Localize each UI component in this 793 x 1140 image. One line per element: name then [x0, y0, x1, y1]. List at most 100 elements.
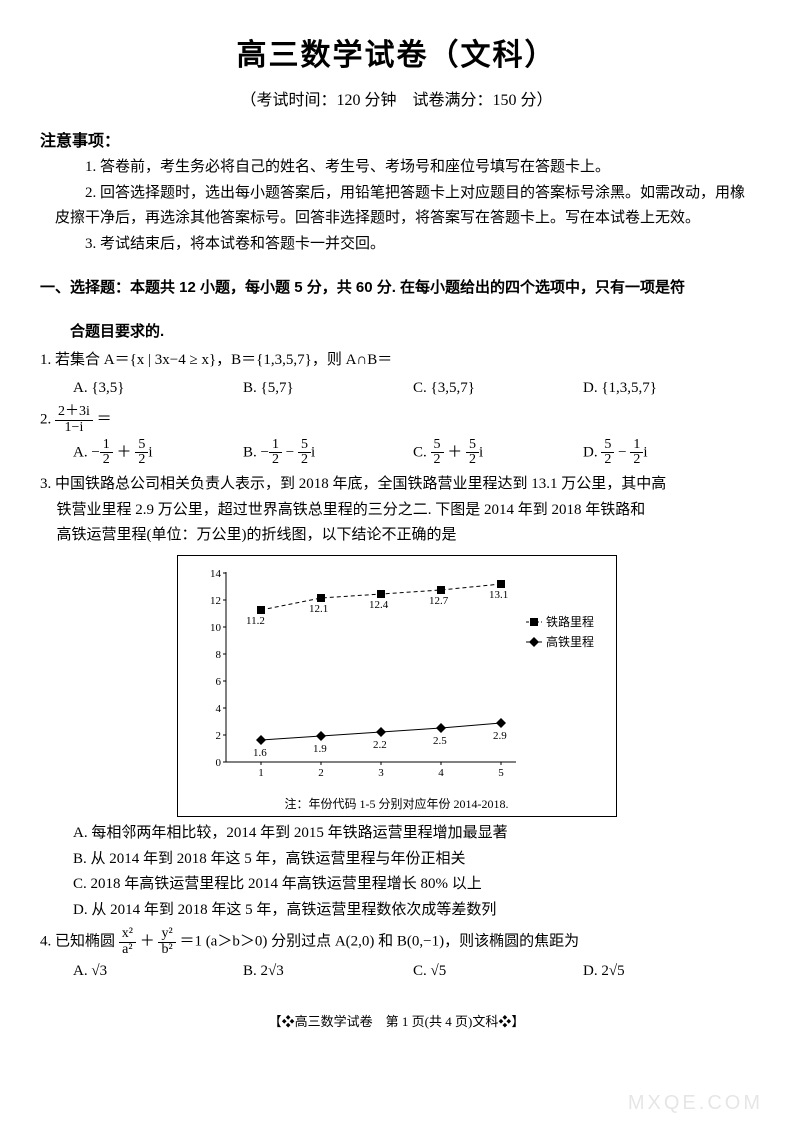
tick-label: 2	[215, 730, 221, 742]
frac: 12	[269, 438, 282, 468]
question-3: 3. 中国铁路总公司相关负责人表示，到 2018 年底，全国铁路营业里程达到 1…	[40, 472, 753, 549]
chart-svg: 0 2 4 6 8 10 12 14 1 2 3 4 5	[186, 562, 606, 792]
tick-label: 1	[258, 767, 264, 779]
frac: 12	[630, 438, 643, 468]
q4-options: A. √3 B. 2√3 C. √5 D. 2√5	[40, 959, 753, 985]
frac: 52	[466, 438, 479, 468]
option-d: D. 从 2014 年到 2018 年这 5 年，高铁运营里程数依次成等差数列	[40, 898, 753, 924]
data-label: 2.5	[433, 735, 447, 747]
frac: 12	[100, 438, 113, 468]
notice-item: 3. 考试结束后，将本试卷和答题卡一并交回。	[55, 232, 753, 258]
option-b: B. −12 − 52i	[243, 438, 413, 468]
notice-heading: 注意事项：	[40, 128, 753, 155]
frac-den: 2	[269, 453, 282, 468]
watermark: MXQE.COM	[628, 1086, 763, 1120]
section-heading: 一、选择题：本题共 12 小题，每小题 5 分，共 60 分. 在每小题给出的四…	[40, 275, 753, 301]
tick-label: 4	[438, 767, 444, 779]
data-label: 11.2	[246, 615, 265, 627]
frac: 52	[298, 438, 311, 468]
frac-den: a²	[119, 943, 136, 958]
frac: 52	[135, 438, 148, 468]
frac-num: 5	[298, 438, 311, 454]
opt-text: −	[614, 444, 630, 460]
q2-number: 2.	[40, 412, 51, 428]
data-label: 12.1	[309, 603, 328, 615]
question-4: 4. 已知椭圆 x²a² ＋ y²b² ＝1 (a＞b＞0) 分别过点 A(2,…	[40, 927, 753, 957]
tick-label: 5	[498, 767, 504, 779]
option-d: D. 52 − 12i	[583, 438, 753, 468]
opt-text: B. −	[243, 444, 269, 460]
opt-text: −	[282, 444, 298, 460]
q2-fraction: 2＋3i 1−i	[55, 405, 93, 435]
data-label: 13.1	[489, 589, 508, 601]
q4-text: 4. 已知椭圆	[40, 934, 119, 950]
frac-den: 2	[431, 453, 444, 468]
opt-text: ＋	[444, 444, 467, 460]
tick-label: 8	[215, 649, 221, 661]
opt-text: i	[643, 444, 647, 460]
opt-text: C.	[413, 444, 431, 460]
tick-label: 3	[378, 767, 384, 779]
q3-stem: 高铁运营里程(单位：万公里)的折线图，以下结论不正确的是	[40, 523, 753, 549]
notice-item: 1. 答卷前，考生务必将自己的姓名、考生号、考场号和座位号填写在答题卡上。	[55, 155, 753, 181]
option-c: C. 52 ＋ 52i	[413, 438, 583, 468]
q2-options: A. −12 ＋ 52i B. −12 − 52i C. 52 ＋ 52i D.…	[40, 438, 753, 468]
tick-label: 4	[215, 703, 221, 715]
frac-num: 5	[466, 438, 479, 454]
data-label: 12.4	[369, 599, 389, 611]
option-a: A. 每相邻两年相比较，2014 年到 2015 年铁路运营里程增加最显著	[40, 821, 753, 847]
frac-num: 5	[431, 438, 444, 454]
tick-label: 10	[210, 622, 222, 634]
option-c: C. 2018 年高铁运营里程比 2014 年高铁运营里程增长 80% 以上	[40, 872, 753, 898]
x-axis-ticks: 1 2 3 4 5	[258, 767, 504, 779]
question-2: 2. 2＋3i 1−i ＝	[40, 405, 753, 435]
option-a: A. {3,5}	[73, 376, 243, 402]
option-c: C. {3,5,7}	[413, 376, 583, 402]
tick-label: 12	[210, 595, 221, 607]
frac: y²b²	[158, 927, 175, 957]
tick-label: 0	[215, 757, 221, 769]
option-b: B. 从 2014 年到 2018 年这 5 年，高铁运营里程与年份正相关	[40, 847, 753, 873]
opt-text: i	[148, 444, 152, 460]
tick-label: 2	[318, 767, 324, 779]
option-b: B. 2√3	[243, 959, 413, 985]
chart-legend: 铁路里程 高铁里程	[526, 614, 594, 649]
legend-label: 铁路里程	[546, 614, 594, 629]
opt-text: i	[311, 444, 315, 460]
legend-label: 高铁里程	[546, 634, 594, 649]
frac-num: 5	[135, 438, 148, 454]
data-label: 1.6	[253, 747, 267, 759]
frac: x²a²	[119, 927, 136, 957]
frac-num: 1	[630, 438, 643, 454]
tick-label: 6	[215, 676, 221, 688]
opt-text: D.	[583, 444, 601, 460]
frac-num: 1	[269, 438, 282, 454]
notice-item: 2. 回答选择题时，选出每小题答案后，用铅笔把答题卡上对应题目的答案标号涂黑。如…	[55, 181, 753, 232]
frac-den: 2	[100, 453, 113, 468]
tick-label: 14	[210, 568, 222, 580]
frac-num: 5	[601, 438, 614, 454]
frac-den: 2	[298, 453, 311, 468]
frac-den: 1−i	[55, 421, 93, 436]
opt-text: i	[479, 444, 483, 460]
q4-text: ＋	[140, 934, 159, 950]
q4-text: ＝1 (a＞b＞0) 分别过点 A(2,0) 和 B(0,−1)，则该椭圆的焦距…	[179, 934, 579, 950]
data-label: 1.9	[313, 743, 327, 755]
frac-den: 2	[601, 453, 614, 468]
frac-den: 2	[466, 453, 479, 468]
option-d: D. {1,3,5,7}	[583, 376, 753, 402]
frac-num: x²	[119, 927, 136, 943]
frac-num: 1	[100, 438, 113, 454]
question-1: 1. 若集合 A＝{x | 3x−4 ≥ x}，B＝{1,3,5,7}，则 A∩…	[40, 348, 753, 374]
frac-den: b²	[158, 943, 175, 958]
data-label: 12.7	[429, 595, 449, 607]
q3-options: A. 每相邻两年相比较，2014 年到 2015 年铁路运营里程增加最显著 B.…	[40, 821, 753, 923]
q3-stem: 铁营业里程 2.9 万公里，超过世界高铁总里程的三分之二. 下图是 2014 年…	[40, 498, 753, 524]
option-a: A. √3	[73, 959, 243, 985]
chart-note: 注：年份代码 1-5 分别对应年份 2014-2018.	[186, 794, 608, 814]
option-d: D. 2√5	[583, 959, 753, 985]
exam-subtitle: （考试时间：120 分钟 试卷满分：150 分）	[40, 87, 753, 114]
y-axis-ticks: 0 2 4 6 8 10 12 14	[210, 568, 222, 769]
q3-stem: 3. 中国铁路总公司相关负责人表示，到 2018 年底，全国铁路营业里程达到 1…	[40, 472, 753, 498]
data-label: 2.2	[373, 739, 387, 751]
